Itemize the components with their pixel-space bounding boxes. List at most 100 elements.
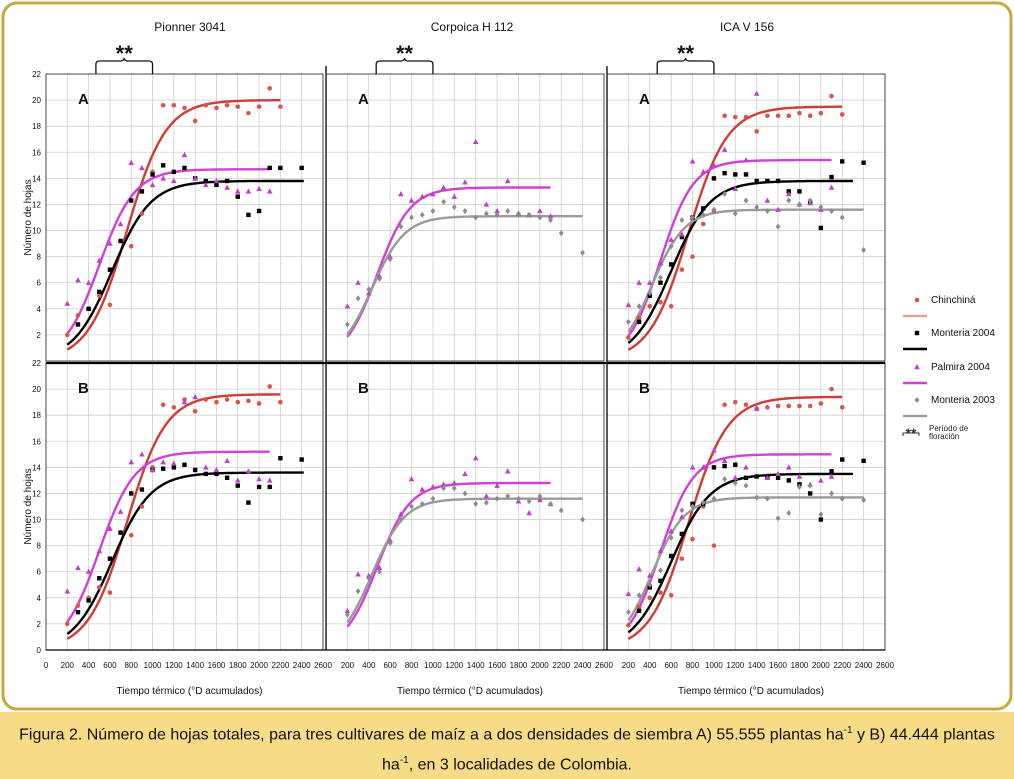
data-point	[647, 581, 653, 588]
y-tick-label: 16	[32, 437, 41, 446]
panel-label: B	[358, 380, 369, 397]
data-point	[213, 177, 220, 184]
data-point	[580, 516, 586, 523]
data-point	[246, 398, 251, 404]
data-point	[344, 321, 350, 328]
data-point	[441, 485, 447, 492]
data-point	[451, 204, 457, 211]
data-point	[711, 447, 717, 453]
data-point	[754, 204, 760, 211]
data-point	[786, 403, 792, 409]
panel-label: A	[639, 91, 650, 108]
x-tick-label: 200	[341, 661, 355, 670]
figure-chart: Pionner 3041 ** Corpoica H 112 ** ICA V 156 *…	[1, 1, 1013, 711]
data-point	[267, 86, 273, 91]
data-point	[711, 495, 717, 502]
fitted-curve	[346, 215, 583, 336]
data-point	[733, 172, 738, 177]
x-axis-label: Tiempo térmico (°D acumulados)	[117, 686, 263, 697]
fitted-curve	[66, 393, 281, 640]
data-point	[160, 175, 166, 181]
data-point	[754, 129, 759, 134]
fitted-curve	[346, 481, 551, 628]
data-point	[743, 402, 749, 408]
data-point	[775, 178, 781, 184]
data-point	[473, 500, 479, 507]
data-point	[786, 510, 792, 517]
data-point	[85, 568, 92, 574]
data-point	[722, 402, 727, 408]
data-point	[117, 508, 124, 514]
data-point	[139, 451, 145, 457]
data-point	[85, 279, 92, 285]
data-point	[786, 478, 791, 483]
data-point	[764, 474, 771, 480]
data-point	[765, 113, 770, 119]
data-point	[786, 197, 792, 204]
data-point	[419, 486, 426, 492]
x-tick-label: 1600	[769, 661, 787, 670]
y-tick-label: 4	[37, 594, 42, 603]
data-point	[505, 493, 511, 500]
data-point	[807, 482, 813, 489]
data-point	[558, 230, 564, 237]
data-point	[636, 608, 642, 614]
data-point	[580, 249, 586, 256]
data-point	[128, 532, 134, 538]
data-point	[785, 191, 792, 197]
data-point	[625, 318, 631, 325]
data-point	[914, 297, 920, 303]
data-point	[722, 463, 727, 469]
data-point	[214, 399, 219, 405]
fitted-curve	[66, 179, 304, 346]
data-point	[733, 399, 738, 405]
data-point	[462, 179, 468, 185]
data-point	[722, 476, 728, 483]
data-point	[505, 207, 511, 214]
data-point	[689, 464, 696, 470]
data-point	[355, 588, 361, 595]
data-point	[625, 609, 631, 616]
data-point	[914, 364, 920, 370]
data-point	[96, 585, 102, 590]
fitted-curve	[627, 496, 864, 622]
data-point	[365, 290, 372, 296]
data-point	[679, 556, 685, 561]
data-point	[256, 484, 262, 490]
x-tick-label: 1200	[165, 661, 183, 670]
data-point	[732, 185, 739, 191]
data-point	[224, 457, 230, 464]
data-point	[182, 462, 187, 467]
data-point	[743, 475, 749, 480]
data-point	[754, 178, 759, 184]
data-point	[732, 210, 738, 217]
data-point	[679, 234, 685, 240]
y-tick-label: 12	[32, 489, 41, 498]
data-point	[387, 253, 393, 259]
data-point	[657, 260, 664, 266]
x-tick-label: 1400	[467, 661, 485, 670]
data-point	[504, 468, 511, 474]
data-point	[75, 277, 81, 283]
data-point	[668, 592, 674, 598]
x-tick-label: 400	[82, 661, 96, 670]
data-point	[548, 217, 553, 224]
y-tick-label: 2	[37, 620, 42, 629]
y-axis-label: Número de hojas	[23, 468, 34, 544]
x-tick-label: 1800	[791, 661, 809, 670]
data-point	[387, 537, 393, 543]
data-point	[829, 207, 834, 214]
y-tick-label: 10	[32, 227, 41, 236]
data-point	[754, 494, 760, 501]
data-point	[139, 189, 145, 194]
data-point	[775, 470, 781, 477]
data-point	[75, 322, 81, 327]
data-point	[679, 531, 685, 537]
data-point	[679, 231, 685, 237]
data-point	[462, 470, 468, 477]
data-point	[355, 571, 361, 577]
x-tick-label: 1400	[748, 661, 766, 670]
y-tick-label: 16	[32, 148, 41, 157]
data-point	[829, 93, 834, 99]
data-point	[775, 515, 781, 522]
